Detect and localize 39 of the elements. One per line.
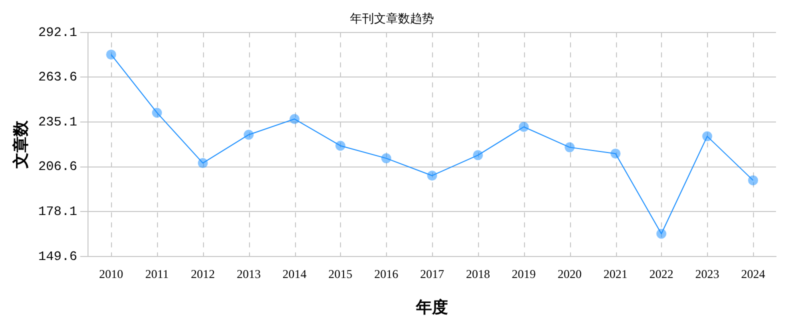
y-tick-label: 206.6 [38, 159, 78, 174]
x-tick-label: 2011 [145, 266, 169, 281]
x-tick-label: 2022 [649, 266, 674, 281]
point [381, 153, 392, 164]
x-tick-label: 2021 [604, 266, 628, 281]
point [518, 122, 529, 132]
x-tick-label: 2012 [190, 266, 215, 281]
point [656, 228, 666, 239]
x-tick-label: 2020 [558, 266, 582, 281]
y-tick-label: 292.1 [38, 24, 78, 40]
x-tick-label: 2013 [236, 266, 261, 281]
point [290, 114, 300, 124]
x-tick-label: 2016 [374, 266, 398, 281]
point [244, 130, 254, 140]
x-tick-label: 2014 [282, 266, 307, 281]
x-tick-label: 2018 [466, 266, 490, 281]
y-tick-label: 263.6 [38, 70, 78, 85]
x-tick-label: 2017 [420, 266, 444, 281]
point [472, 150, 483, 160]
x-tick-label: 2010 [99, 266, 124, 281]
point [427, 170, 438, 181]
x-tick-label: 2024 [741, 266, 766, 281]
chart-title: 年刊文章数趋势 [350, 11, 434, 26]
point [152, 108, 162, 118]
y-axis-title: 文章数 [10, 119, 30, 170]
y-tick-label: 178.1 [38, 204, 78, 220]
point [198, 158, 208, 168]
point [564, 142, 575, 152]
x-tick-label: 2019 [512, 266, 536, 281]
x-axis-title: 年度 [415, 298, 448, 317]
point [702, 131, 712, 142]
point [610, 148, 621, 159]
point [748, 175, 758, 186]
x-tick-label: 2015 [328, 266, 352, 281]
point [335, 140, 346, 151]
x-tick-label: 2023 [695, 266, 720, 281]
y-tick-label: 149.6 [38, 248, 78, 264]
point [106, 50, 116, 60]
y-tick-label: 235.1 [38, 114, 78, 130]
